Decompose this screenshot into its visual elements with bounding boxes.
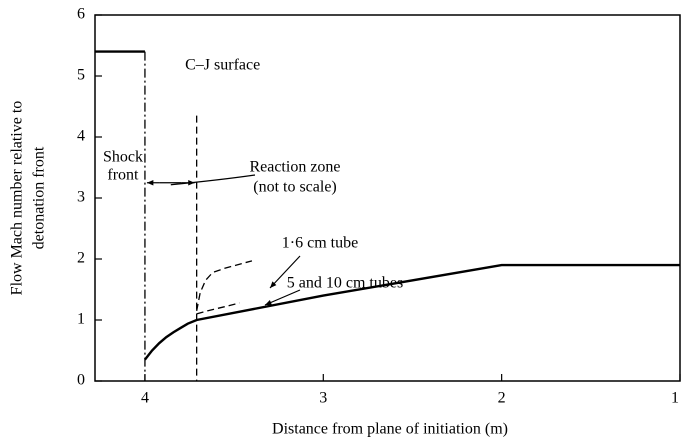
y-axis-label: detonation front xyxy=(31,146,48,249)
line xyxy=(196,302,240,315)
y-tick-label: 5 xyxy=(77,67,85,84)
annotation: Reaction zone xyxy=(249,159,340,176)
arrow-head xyxy=(146,180,154,186)
annotation: Shock xyxy=(103,149,143,166)
line xyxy=(196,260,253,311)
y-tick-label: 0 xyxy=(77,372,85,389)
pointer xyxy=(170,174,256,186)
y-tick-label: 6 xyxy=(77,6,85,23)
arrow-head xyxy=(270,281,277,288)
annotation: front xyxy=(107,167,139,184)
x-axis-label: Distance from plane of initiation (m) xyxy=(272,421,508,438)
annotation: C–J surface xyxy=(185,57,260,74)
line xyxy=(143,263,680,361)
x-tick-label: 4 xyxy=(141,390,149,407)
y-tick-label: 4 xyxy=(77,128,85,145)
annotation: 1·6 cm tube xyxy=(282,235,358,252)
annotation: (not to scale) xyxy=(253,179,337,196)
annotation: 5 and 10 cm tubes xyxy=(287,275,403,292)
x-tick-label: 2 xyxy=(498,390,506,407)
x-tick-label: 1 xyxy=(671,390,679,407)
y-axis-label: Flow Mach number relative to xyxy=(9,101,26,296)
x-tick-label: 3 xyxy=(319,390,327,407)
y-tick-label: 2 xyxy=(77,250,85,267)
arrow-line xyxy=(269,255,301,289)
arrow-head xyxy=(265,299,272,305)
y-tick-label: 3 xyxy=(77,189,85,206)
y-tick-label: 1 xyxy=(77,311,85,328)
